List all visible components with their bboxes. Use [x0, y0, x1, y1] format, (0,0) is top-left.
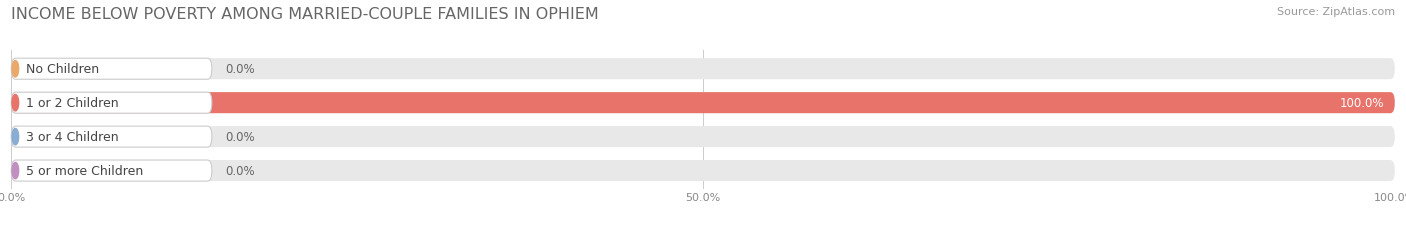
Text: Source: ZipAtlas.com: Source: ZipAtlas.com [1277, 7, 1395, 17]
FancyBboxPatch shape [11, 93, 1395, 114]
Text: 100.0%: 100.0% [1339, 97, 1384, 110]
Text: INCOME BELOW POVERTY AMONG MARRIED-COUPLE FAMILIES IN OPHIEM: INCOME BELOW POVERTY AMONG MARRIED-COUPL… [11, 7, 599, 22]
FancyBboxPatch shape [11, 160, 1395, 181]
FancyBboxPatch shape [11, 127, 1395, 148]
Text: 1 or 2 Children: 1 or 2 Children [25, 97, 118, 110]
FancyBboxPatch shape [11, 160, 212, 181]
Text: 5 or more Children: 5 or more Children [25, 164, 143, 177]
FancyBboxPatch shape [11, 93, 212, 114]
Text: No Children: No Children [25, 63, 98, 76]
Text: 0.0%: 0.0% [226, 63, 256, 76]
Text: 0.0%: 0.0% [226, 131, 256, 143]
FancyBboxPatch shape [11, 93, 1395, 114]
FancyBboxPatch shape [11, 59, 212, 80]
Circle shape [13, 95, 18, 111]
Text: 3 or 4 Children: 3 or 4 Children [25, 131, 118, 143]
Text: 0.0%: 0.0% [226, 164, 256, 177]
Circle shape [13, 129, 18, 145]
Circle shape [13, 61, 18, 78]
FancyBboxPatch shape [11, 59, 1395, 80]
Circle shape [13, 163, 18, 179]
FancyBboxPatch shape [11, 127, 212, 148]
